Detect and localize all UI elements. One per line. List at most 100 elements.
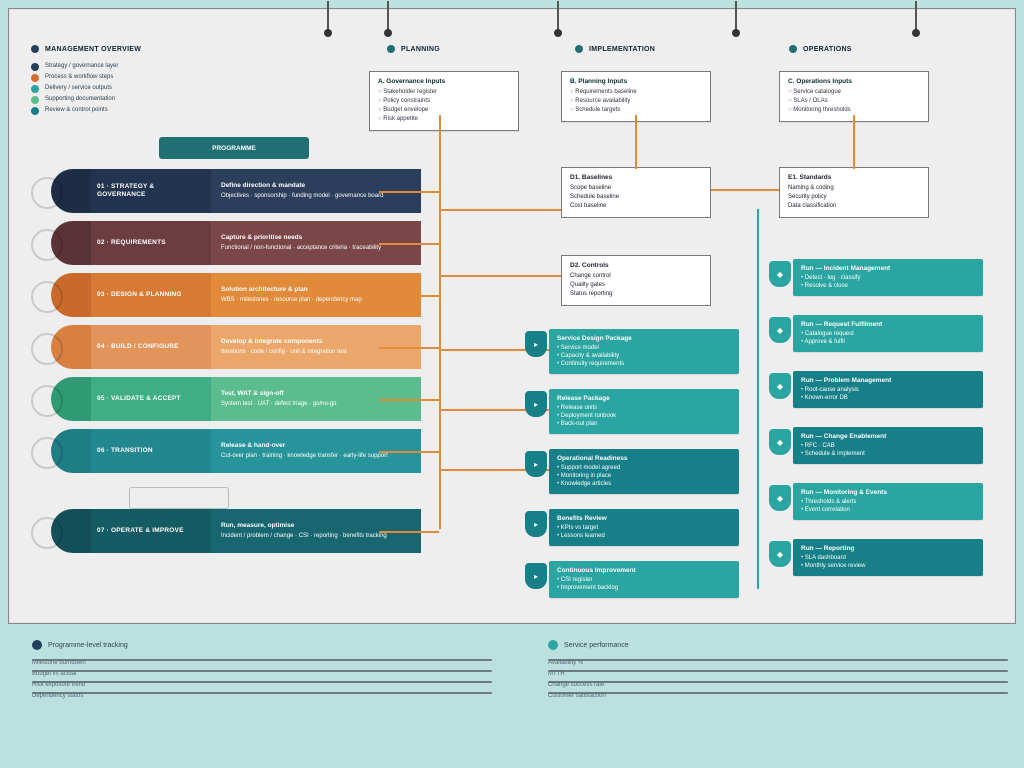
stage-body-title: Define direction & mandate — [221, 182, 411, 190]
footer-line — [32, 692, 492, 694]
stage-body-line: Functional / non‑functional · acceptance… — [221, 244, 411, 252]
list-item: Root‑cause analysis — [801, 386, 975, 394]
stage-cap — [51, 509, 91, 553]
connector-line — [757, 209, 759, 589]
footer-col-right: Service performance — [548, 640, 1008, 703]
stage-cap — [51, 221, 91, 265]
stage-cap — [51, 429, 91, 473]
swatch-icon — [31, 85, 39, 93]
stage-pill: 04 · BUILD / CONFIGURE — [91, 325, 211, 369]
column-header: MANAGEMENT OVERVIEW — [31, 45, 141, 53]
column-header: OPERATIONS — [789, 45, 852, 53]
stage-bar: 04 · BUILD / CONFIGUREDevelop & integrat… — [51, 325, 421, 369]
card-list: KPIs vs targetLessons learned — [557, 524, 731, 540]
hanger — [557, 1, 559, 31]
badge-icon: ▸ — [525, 563, 547, 589]
teal-card: Run — Incident ManagementDetect · log · … — [793, 259, 983, 296]
stage-pill-label: 02 · REQUIREMENTS — [97, 239, 166, 247]
programme-pill: PROGRAMME — [159, 137, 309, 159]
dot-icon — [548, 640, 558, 650]
dot-icon — [575, 45, 583, 53]
list-item: Risk appetite — [378, 115, 510, 124]
connector-line — [379, 451, 439, 453]
teal-card: Run — Monitoring & EventsThresholds & al… — [793, 483, 983, 520]
list-item: Capacity & availability — [557, 352, 731, 360]
column-title: MANAGEMENT OVERVIEW — [45, 46, 141, 53]
list-item: SLA dashboard — [801, 554, 975, 562]
list-item: Data classification — [788, 202, 920, 211]
legend-label: Supporting documentation — [45, 94, 115, 105]
legend-label: Review & control points — [45, 105, 108, 116]
teal-card: Run — Problem Management Root‑cause analy… — [793, 371, 983, 408]
card-title: Operational Readiness — [557, 455, 731, 462]
swatch-icon — [31, 74, 39, 82]
box-list: Stakeholder registerPolicy constraintsBu… — [378, 88, 510, 124]
list-item: Naming & coding — [788, 184, 920, 193]
stage-body-line: Cut‑over plan · training · knowledge tra… — [221, 452, 411, 460]
footer-left-head: Programme‑level tracking — [32, 640, 492, 650]
teal-card: Continuous ImprovementCSI registerImprov… — [549, 561, 739, 598]
control-box: D1. BaselinesScope baselineSchedule base… — [561, 167, 711, 218]
stage-pill-label: 03 · DESIGN & PLANNING — [97, 291, 182, 299]
card-list: SLA dashboardMonthly service review — [801, 554, 975, 570]
connector-line — [711, 189, 779, 191]
list-item: Thresholds & alerts — [801, 498, 975, 506]
card-title: Benefits Review — [557, 515, 731, 522]
swatch-icon — [31, 96, 39, 104]
legend-label: Delivery / service outputs — [45, 83, 112, 94]
card-list: Service modelCapacity & availabilityCont… — [557, 344, 731, 368]
connector-line — [379, 399, 439, 401]
stage-body-title: Capture & prioritise needs — [221, 234, 411, 242]
programme-pill-label: PROGRAMME — [212, 145, 256, 152]
footer-left-title: Programme‑level tracking — [48, 642, 128, 649]
box-list: Scope baselineSchedule baselineCost base… — [570, 184, 702, 211]
stage-pill: 07 · OPERATE & IMPROVE — [91, 509, 211, 553]
legend-item: Supporting documentation — [31, 94, 118, 105]
footer-line — [32, 670, 492, 672]
list-item: Schedule & implement — [801, 450, 975, 458]
dot-icon — [31, 45, 39, 53]
stage-pill: 01 · STRATEGY & GOVERNANCE — [91, 169, 211, 213]
legend-item: Review & control points — [31, 105, 118, 116]
dot-icon — [789, 45, 797, 53]
column-header: IMPLEMENTATION — [575, 45, 655, 53]
teal-card: Run — Request FulfilmentCatalogue reques… — [793, 315, 983, 352]
card-list: Thresholds & alertsEvent correlation — [801, 498, 975, 514]
diagram-sheet: MANAGEMENT OVERVIEW PLANNING IMPLEMENTATIO… — [8, 8, 1016, 624]
legend: Strategy / governance layerProcess & wor… — [31, 61, 118, 116]
badge-icon: ◆ — [769, 261, 791, 287]
column-title: PLANNING — [401, 46, 440, 53]
footer-right-lines — [548, 659, 1008, 694]
badge-icon: ▸ — [525, 331, 547, 357]
card-list: RFC · CABSchedule & implement — [801, 442, 975, 458]
list-item: Catalogue request — [801, 330, 975, 338]
connector-line — [379, 531, 439, 533]
stage-bar: 05 · VALIDATE & ACCEPTTest, WAT & sign‑o… — [51, 377, 421, 421]
stage-bar: 07 · OPERATE & IMPROVERun, measure, opti… — [51, 509, 421, 553]
stage-body-line: Incident / problem / change · CSI · repo… — [221, 532, 411, 540]
legend-item: Process & workflow steps — [31, 72, 118, 83]
stage-pill-label: 05 · VALIDATE & ACCEPT — [97, 395, 181, 403]
box-list: Requirements baselineResource availabili… — [570, 88, 702, 115]
list-item: Budget envelope — [378, 106, 510, 115]
input-box: A. Governance InputsStakeholder register… — [369, 71, 519, 131]
stage-pill: 03 · DESIGN & PLANNING — [91, 273, 211, 317]
connector-line — [379, 243, 439, 245]
box-title: C. Operations Inputs — [788, 78, 920, 85]
card-title: Run — Problem Management — [801, 377, 975, 384]
teal-card: Release PackageRelease unitsDeployment r… — [549, 389, 739, 434]
card-title: Continuous Improvement — [557, 567, 731, 574]
list-item: Resource availability — [570, 97, 702, 106]
legend-item: Delivery / service outputs — [31, 83, 118, 94]
list-item: Improvement backlog — [557, 584, 731, 592]
connector-line — [439, 115, 441, 169]
list-item: Monitoring thresholds — [788, 106, 920, 115]
list-item: Requirements baseline — [570, 88, 702, 97]
hanger — [735, 1, 737, 31]
card-title: Run — Change Enablement — [801, 433, 975, 440]
hanger — [387, 1, 389, 31]
stage-pill: 06 · TRANSITION — [91, 429, 211, 473]
footer-line — [548, 692, 1008, 694]
list-item: Service model — [557, 344, 731, 352]
teal-card: Operational ReadinessSupport model agree… — [549, 449, 739, 494]
